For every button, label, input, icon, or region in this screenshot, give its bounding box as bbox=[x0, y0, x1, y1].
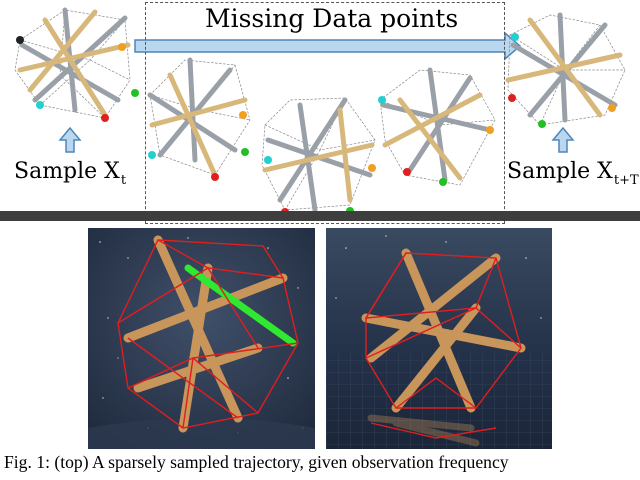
sample-xt-text: Sample X bbox=[14, 159, 120, 184]
figure-caption: Fig. 1: (top) A sparsely sampled traject… bbox=[4, 452, 509, 472]
tensegrity-render-right bbox=[326, 228, 552, 449]
sample-xt-label: Sample Xt bbox=[14, 159, 126, 188]
robot-snapshot-t-plus-T bbox=[505, 12, 626, 128]
sample-xtT-label: Sample Xt+T bbox=[507, 159, 639, 188]
trajectory-sketch bbox=[14, 7, 626, 216]
missing-data-region bbox=[145, 2, 505, 224]
sample-xtT-text: Sample X bbox=[507, 159, 613, 184]
sample-xtT-subscript: t+T bbox=[613, 173, 639, 188]
robot-snapshot-3 bbox=[378, 67, 496, 186]
divider-bar bbox=[0, 211, 640, 221]
robot-snapshot-1 bbox=[147, 57, 251, 181]
up-arrow-icon-left bbox=[58, 126, 82, 153]
sample-xt-subscript: t bbox=[120, 173, 127, 188]
right-arrow-icon bbox=[134, 31, 522, 61]
tensegrity-render-left bbox=[88, 228, 315, 449]
simulation-render-right bbox=[326, 228, 552, 449]
robot-snapshot-t bbox=[14, 7, 139, 122]
simulation-render-left bbox=[88, 228, 315, 449]
up-arrow-icon-right bbox=[551, 126, 575, 153]
missing-data-label: Missing Data points bbox=[205, 4, 459, 33]
